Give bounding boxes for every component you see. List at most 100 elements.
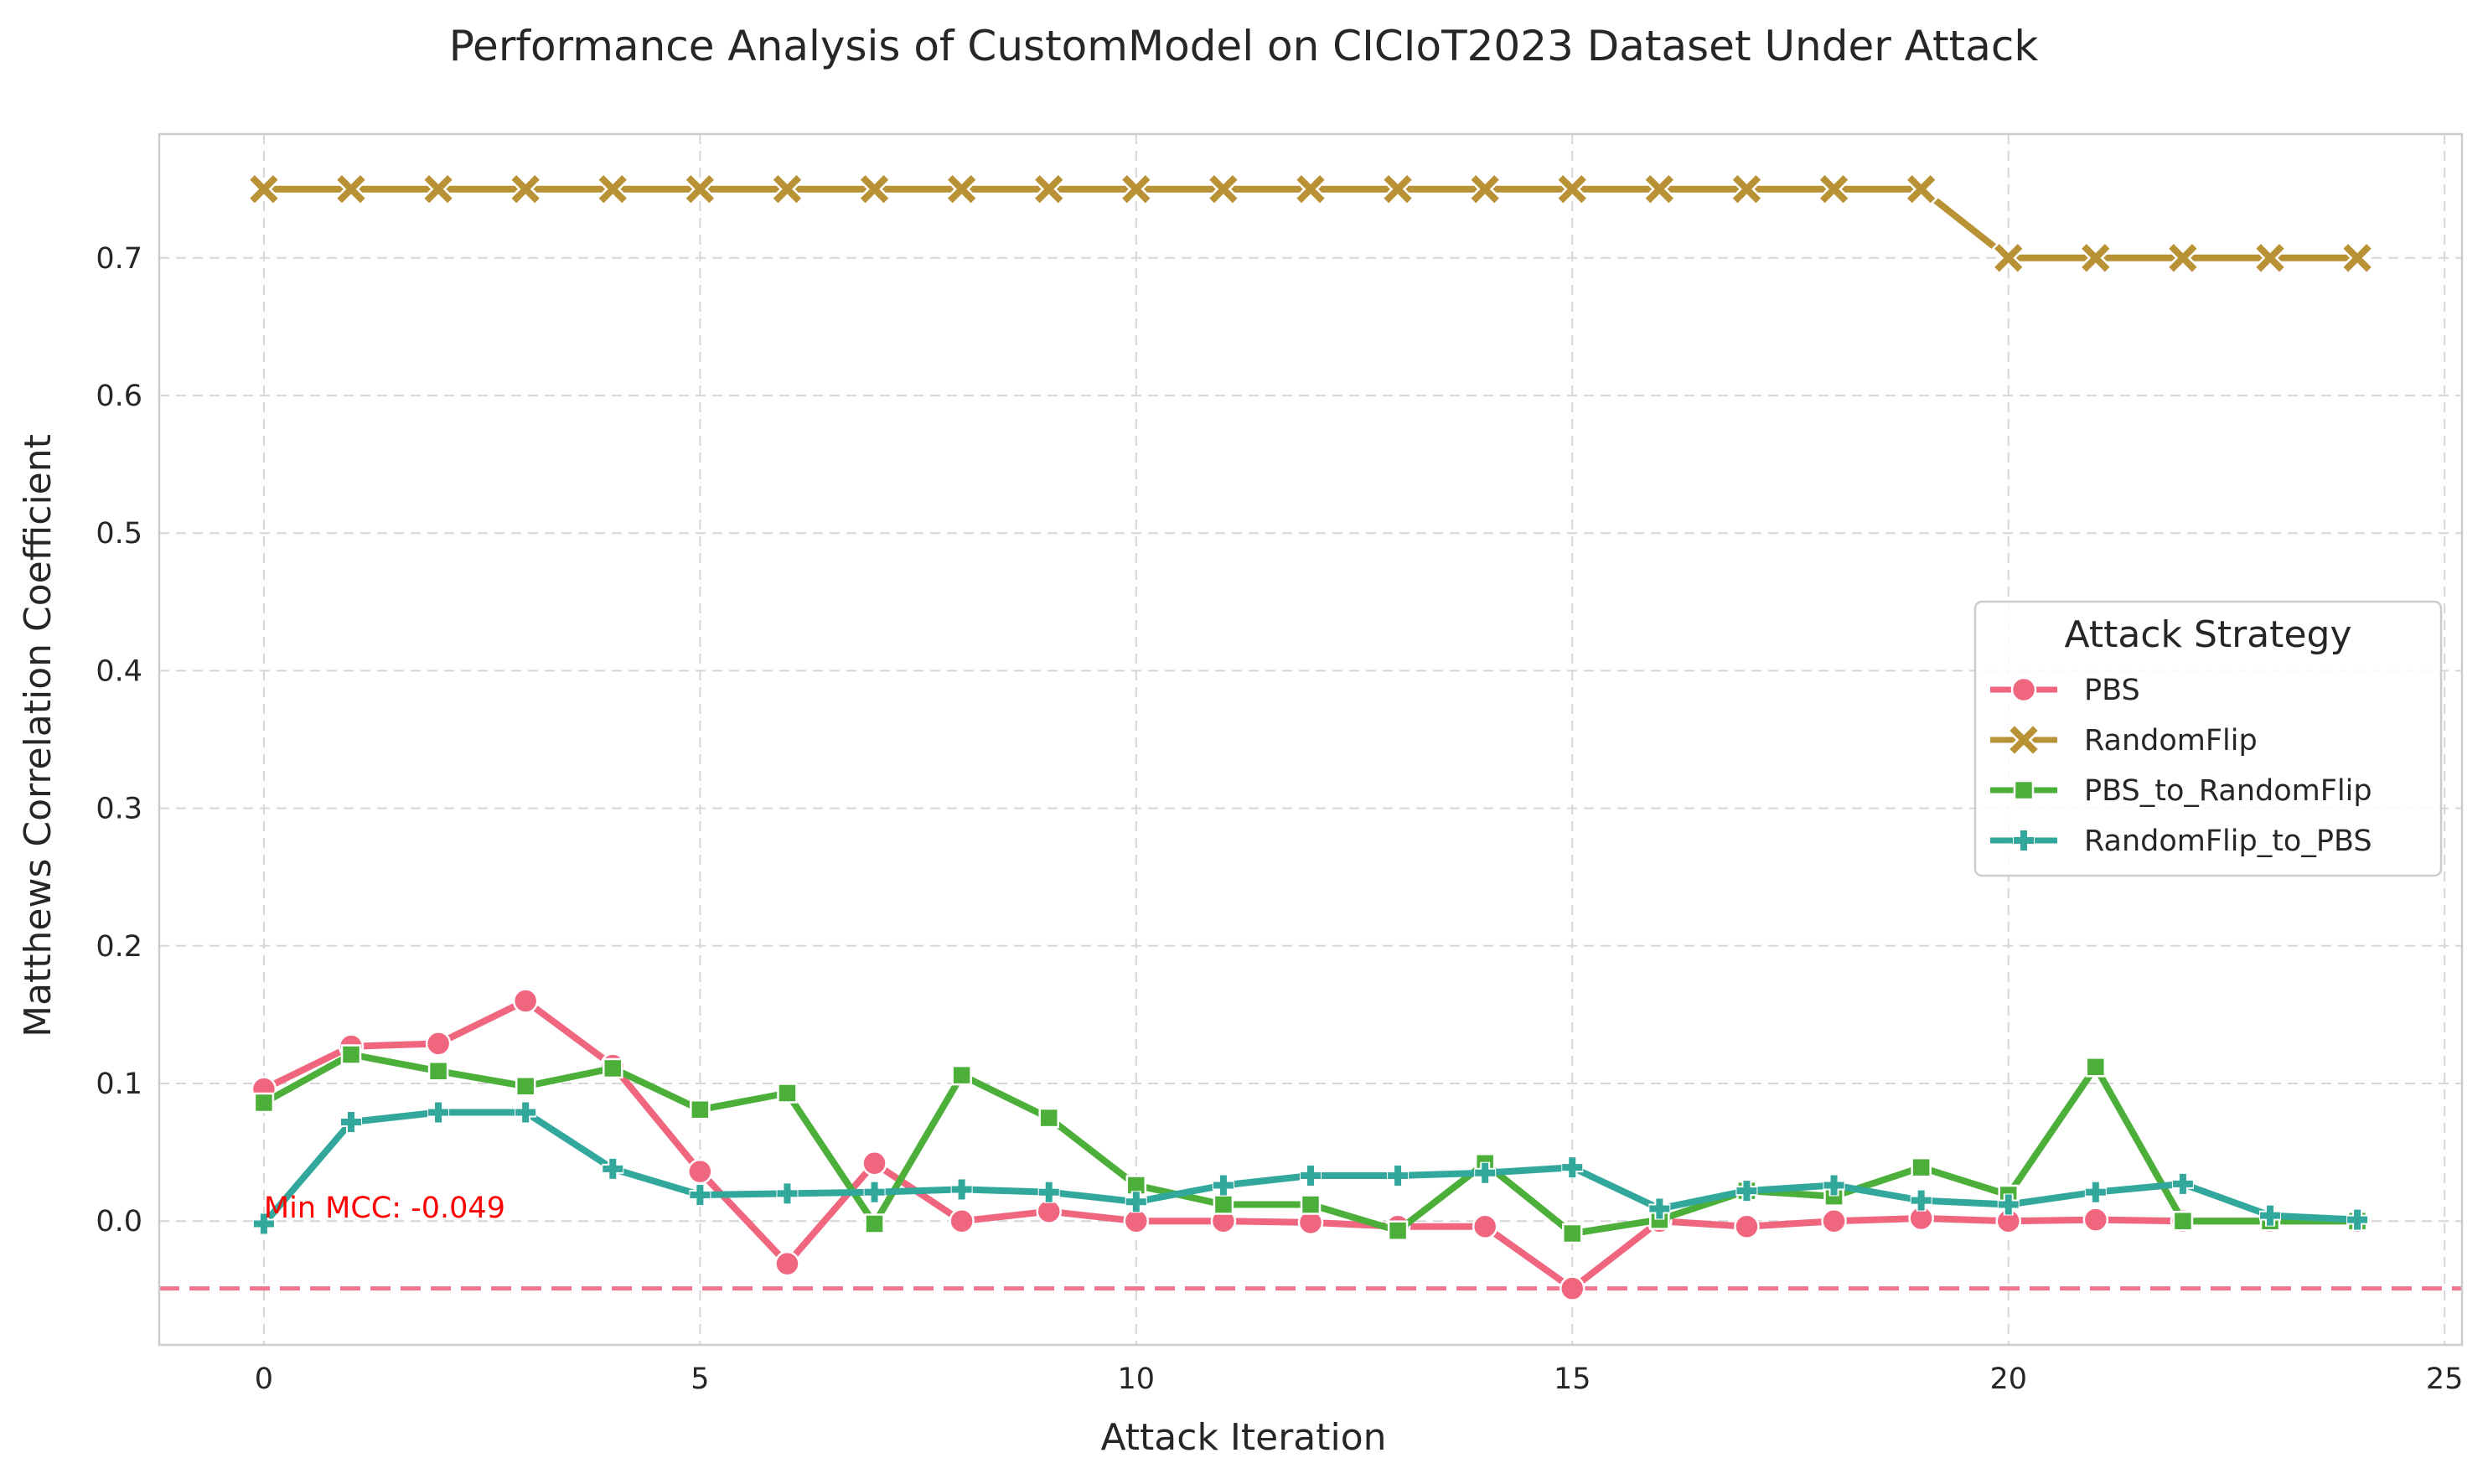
data-point bbox=[246, 172, 282, 206]
data-point bbox=[951, 1064, 972, 1086]
data-point bbox=[944, 172, 979, 206]
chart-title: Performance Analysis of CustomModel on C… bbox=[449, 22, 2039, 70]
y-tick-label: 0.6 bbox=[96, 380, 142, 413]
data-point bbox=[687, 1158, 713, 1185]
data-point bbox=[2340, 240, 2375, 275]
series-randomflip-to-pbs bbox=[252, 1101, 2369, 1235]
data-point bbox=[1734, 1213, 1760, 1240]
data-point bbox=[334, 172, 369, 206]
data-point bbox=[689, 1184, 711, 1207]
data-point bbox=[1823, 1174, 1845, 1197]
legend-label: RandomFlip_to_PBS bbox=[2084, 825, 2372, 858]
y-tick-label: 0.4 bbox=[96, 654, 142, 688]
data-point bbox=[340, 1110, 362, 1133]
data-point bbox=[1036, 1198, 1062, 1224]
data-point bbox=[1037, 1181, 1060, 1203]
data-point bbox=[1387, 1220, 1409, 1241]
data-point bbox=[776, 1182, 799, 1205]
data-point bbox=[515, 1076, 536, 1097]
y-tick-label: 0.0 bbox=[96, 1205, 142, 1238]
data-point bbox=[1206, 172, 1241, 206]
legend-label: RandomFlip bbox=[2084, 724, 2258, 758]
data-point bbox=[2171, 1172, 2194, 1195]
legend-title: Attack Strategy bbox=[2065, 613, 2352, 656]
data-point bbox=[1213, 1194, 1234, 1215]
legend-entry: PBS bbox=[1990, 674, 2140, 707]
data-point bbox=[2259, 1204, 2281, 1227]
legend-label: PBS_to_RandomFlip bbox=[2084, 774, 2372, 808]
data-point bbox=[1387, 1165, 1410, 1187]
x-axis-ticks: 0 5 10 15 20 25 bbox=[255, 1362, 2464, 1396]
data-point bbox=[603, 1057, 623, 1079]
data-point bbox=[1730, 172, 1764, 206]
x-tick-label: 25 bbox=[2426, 1362, 2464, 1396]
data-point bbox=[950, 1178, 973, 1201]
y-axis-ticks: 0.0 0.1 0.2 0.3 0.4 0.5 0.6 0.7 bbox=[96, 242, 142, 1238]
data-point bbox=[340, 1044, 362, 1065]
data-point bbox=[508, 172, 543, 206]
y-tick-label: 0.5 bbox=[96, 517, 142, 551]
x-tick-label: 5 bbox=[691, 1362, 709, 1396]
data-point bbox=[1735, 1180, 1758, 1202]
x-tick-label: 20 bbox=[1989, 1362, 2027, 1396]
data-point bbox=[861, 1150, 887, 1176]
legend-label: PBS bbox=[2084, 674, 2140, 707]
legend-marker bbox=[2013, 779, 2035, 801]
data-point bbox=[683, 172, 717, 206]
data-point bbox=[596, 172, 630, 206]
x-tick-label: 15 bbox=[1554, 1362, 1591, 1396]
data-point bbox=[1562, 1223, 1583, 1244]
data-point bbox=[1911, 1156, 1932, 1178]
legend-marker bbox=[2013, 830, 2035, 851]
data-point bbox=[690, 1099, 711, 1120]
data-point bbox=[1300, 1165, 1322, 1187]
y-tick-label: 0.3 bbox=[96, 793, 142, 826]
data-point bbox=[1119, 172, 1154, 206]
data-point bbox=[1555, 172, 1590, 206]
y-tick-label: 0.1 bbox=[96, 1068, 142, 1101]
data-point bbox=[1817, 172, 1851, 206]
data-point bbox=[1032, 172, 1066, 206]
data-point bbox=[774, 1250, 800, 1277]
data-point bbox=[427, 1060, 449, 1082]
data-point bbox=[1123, 1207, 1150, 1234]
legend-marker bbox=[2006, 722, 2041, 758]
data-point bbox=[864, 1213, 885, 1234]
y-axis-label: Matthews Correlation Coefficient bbox=[17, 434, 59, 1037]
data-point bbox=[770, 172, 804, 206]
y-tick-label: 0.7 bbox=[96, 242, 142, 276]
data-point bbox=[2172, 1210, 2194, 1232]
data-point bbox=[252, 1213, 275, 1235]
legend-entry: RandomFlip_to_PBS bbox=[1990, 825, 2372, 858]
data-point bbox=[2346, 1208, 2369, 1231]
data-point bbox=[949, 1207, 975, 1234]
data-point bbox=[427, 1101, 450, 1124]
data-point bbox=[1642, 172, 1677, 206]
data-point bbox=[1038, 1107, 1059, 1129]
data-point bbox=[425, 1031, 452, 1057]
data-point bbox=[1380, 172, 1415, 206]
legend-box bbox=[1973, 600, 2443, 877]
min-mcc-annotation: Min MCC: -0.049 bbox=[264, 1192, 505, 1225]
plot-frame bbox=[158, 132, 2464, 1347]
data-point bbox=[2078, 240, 2113, 275]
data-point bbox=[2084, 1181, 2107, 1203]
data-point bbox=[1904, 172, 1938, 206]
data-point bbox=[863, 1181, 886, 1203]
data-point bbox=[1472, 1213, 1498, 1240]
data-point bbox=[857, 172, 892, 206]
series-randomflip bbox=[246, 172, 2375, 275]
data-point bbox=[777, 1083, 798, 1104]
data-point bbox=[1821, 1207, 1847, 1234]
data-point bbox=[2082, 1207, 2109, 1233]
data-point bbox=[421, 172, 456, 206]
data-point bbox=[1212, 1174, 1234, 1197]
data-point bbox=[2253, 240, 2288, 275]
data-point bbox=[515, 1101, 537, 1124]
legend-entries: PBS RandomFlip PBS_to_RandomFlip RandomFlip… bbox=[1990, 674, 2372, 858]
data-point bbox=[1560, 1275, 1585, 1301]
data-point bbox=[2165, 240, 2201, 275]
data-point bbox=[602, 1157, 624, 1180]
x-tick-label: 10 bbox=[1118, 1362, 1156, 1396]
data-point bbox=[1300, 1194, 1322, 1215]
